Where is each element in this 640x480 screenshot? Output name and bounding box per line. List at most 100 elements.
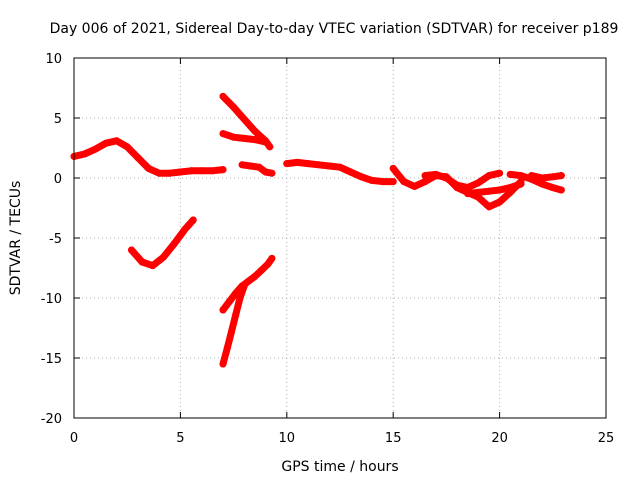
- data-point: [357, 173, 365, 181]
- data-point: [336, 163, 344, 171]
- data-point: [283, 160, 291, 168]
- data-point: [538, 180, 546, 188]
- data-point: [485, 187, 493, 195]
- data-point: [549, 173, 557, 181]
- y-tick-label: -10: [41, 292, 62, 307]
- data-point: [517, 172, 525, 180]
- data-point: [325, 162, 333, 170]
- data-point: [219, 306, 227, 314]
- data-point: [315, 161, 323, 169]
- data-point: [293, 158, 301, 166]
- data-point: [268, 254, 276, 262]
- data-point: [159, 253, 167, 261]
- data-point: [187, 167, 195, 175]
- series-line-arc-13: [528, 172, 565, 182]
- data-point: [528, 172, 535, 180]
- data-point: [232, 311, 240, 319]
- data-point: [389, 164, 397, 172]
- data-point: [145, 164, 152, 172]
- data-point: [81, 150, 89, 158]
- data-point: [389, 178, 397, 186]
- data-point: [181, 226, 189, 234]
- data-point: [198, 167, 206, 175]
- data-point: [240, 282, 248, 290]
- data-point: [223, 344, 231, 352]
- data-point: [421, 178, 429, 186]
- data-point: [266, 143, 274, 151]
- data-point: [432, 170, 440, 178]
- x-tick-label: 20: [491, 431, 508, 446]
- data-point: [230, 103, 238, 111]
- x-tick-label: 0: [70, 431, 78, 446]
- data-point: [251, 136, 259, 144]
- data-point: [251, 127, 259, 135]
- data-point: [240, 134, 248, 142]
- y-tick-label: 0: [54, 172, 62, 187]
- data-point: [228, 328, 235, 336]
- data-point: [91, 145, 99, 153]
- data-point: [240, 115, 248, 123]
- data-point: [236, 294, 244, 302]
- y-axis-label: SDTVAR / TECUs: [8, 181, 24, 296]
- data-point: [517, 180, 525, 188]
- data-point: [113, 137, 121, 145]
- data-point: [485, 203, 493, 211]
- data-point: [506, 170, 514, 178]
- data-point: [128, 246, 135, 254]
- data-point: [442, 174, 450, 182]
- y-tick-label: -15: [41, 352, 62, 367]
- data-point: [368, 176, 376, 184]
- data-point: [251, 272, 259, 280]
- data-point: [189, 216, 197, 224]
- data-point: [304, 160, 312, 168]
- y-tick-label: -20: [41, 412, 62, 427]
- data-point: [411, 182, 418, 190]
- data-point: [453, 181, 461, 189]
- data-point: [549, 184, 557, 192]
- data-point: [474, 188, 482, 196]
- data-point: [464, 184, 472, 192]
- grid: [74, 58, 606, 418]
- data-point: [262, 138, 269, 146]
- data-point: [538, 174, 546, 182]
- data-point: [219, 130, 227, 138]
- data-point: [496, 169, 504, 177]
- data-point: [155, 169, 163, 177]
- data-point: [257, 266, 265, 274]
- y-tick-label: 10: [45, 52, 62, 67]
- data-point: [238, 161, 246, 169]
- x-tick-label: 15: [385, 431, 402, 446]
- data-point: [264, 260, 272, 268]
- y-tick-label: -5: [49, 232, 62, 247]
- data-point: [421, 172, 429, 180]
- data-point: [557, 186, 565, 194]
- data-point: [255, 163, 263, 171]
- data-point: [219, 360, 227, 368]
- x-axis-label: GPS time / hours: [281, 459, 398, 475]
- data-point: [134, 154, 142, 162]
- data-point: [230, 133, 238, 141]
- data-point: [208, 167, 216, 175]
- data-point: [219, 166, 227, 174]
- data-point: [474, 179, 482, 187]
- data-point: [464, 190, 472, 198]
- data-point: [506, 184, 514, 192]
- data-point: [379, 178, 387, 186]
- data-point: [166, 169, 174, 177]
- data-point: [149, 262, 157, 270]
- data-point: [219, 92, 227, 100]
- data-point: [176, 168, 184, 176]
- x-tick-label: 25: [598, 431, 615, 446]
- data-point: [485, 172, 493, 180]
- data-point: [245, 277, 252, 285]
- data-point: [247, 162, 255, 170]
- data-point: [262, 168, 269, 176]
- data-point: [225, 298, 233, 306]
- data-point: [123, 143, 131, 151]
- data-point: [400, 178, 408, 186]
- y-tick-label: 5: [54, 112, 62, 127]
- data-point: [496, 198, 504, 206]
- data-point: [268, 169, 276, 177]
- x-tick-label: 10: [279, 431, 296, 446]
